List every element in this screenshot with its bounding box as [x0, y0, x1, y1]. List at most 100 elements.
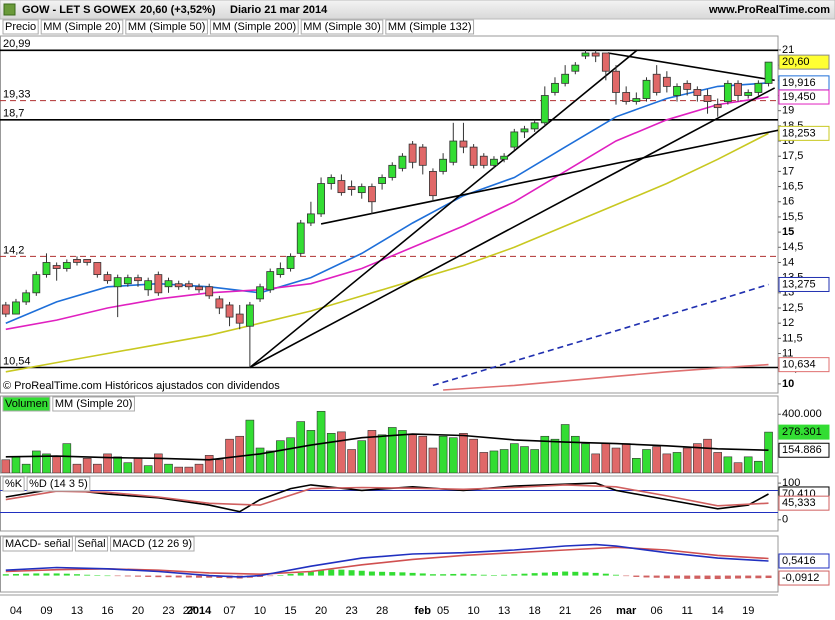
bar	[124, 575, 131, 577]
candle-body	[378, 177, 386, 184]
macd-plot	[2, 543, 772, 580]
bar	[714, 575, 721, 580]
y-tick-label: 100	[782, 477, 800, 489]
candle-body	[296, 222, 305, 254]
candle-body	[612, 70, 620, 93]
bar	[338, 569, 345, 576]
y-tick-label: 15,5	[782, 211, 803, 223]
line-series	[5, 82, 769, 324]
candle-body	[540, 95, 549, 124]
legend-label: MACD (12 26 9)	[113, 538, 192, 550]
bar	[267, 575, 274, 577]
level-label: 20,99	[3, 38, 31, 50]
bar	[521, 573, 528, 576]
bar	[479, 452, 489, 473]
y-tick-label: 19	[782, 105, 794, 117]
candle-body	[693, 89, 702, 96]
legend-box	[74, 536, 109, 552]
ma-label: 19,916	[782, 77, 816, 89]
ma-label: 10,634	[782, 359, 816, 371]
bar	[499, 449, 509, 473]
value-label-box	[778, 570, 830, 586]
candle-body	[764, 61, 773, 84]
candle-body	[317, 183, 325, 215]
bar	[307, 571, 314, 576]
candle-body	[174, 283, 183, 288]
candle-body	[561, 73, 570, 84]
bar	[450, 573, 457, 576]
bar	[511, 574, 518, 576]
bar	[633, 575, 640, 577]
bar	[367, 430, 377, 473]
ma-label: 19,450	[782, 91, 816, 103]
legend-box	[209, 19, 299, 35]
bar	[255, 447, 265, 473]
legend-label: MM (Simple 20)	[43, 21, 121, 33]
bar	[196, 575, 203, 578]
bar	[23, 573, 30, 576]
bar	[52, 456, 61, 473]
bar	[11, 456, 21, 473]
candle-body	[276, 268, 285, 276]
bar	[540, 435, 550, 473]
candle-body	[490, 158, 498, 166]
bar	[94, 575, 101, 576]
bar	[693, 443, 702, 473]
bar	[114, 575, 121, 577]
candle-body	[123, 277, 132, 285]
candle-body	[591, 52, 600, 57]
bar	[765, 575, 772, 579]
bar	[440, 574, 447, 576]
value-label-box	[778, 495, 830, 511]
y-tick-label: 14,5	[782, 241, 803, 253]
bar	[194, 463, 204, 473]
bar	[1, 459, 11, 473]
candle-body	[195, 286, 203, 291]
candle-body	[266, 271, 275, 291]
bar	[235, 435, 245, 473]
x-tick-label: 20	[315, 605, 327, 617]
candle-body	[245, 304, 254, 327]
bar	[562, 571, 569, 576]
bar	[337, 431, 346, 473]
bar	[387, 427, 397, 473]
y-tick-label: 11,5	[782, 332, 803, 344]
candle-body	[62, 262, 71, 269]
candle-body	[32, 274, 41, 294]
legend-box	[125, 19, 208, 35]
bar	[582, 572, 589, 576]
x-tick-label: 04	[10, 605, 22, 617]
x-tick-label: feb	[415, 605, 432, 617]
bar	[103, 453, 112, 473]
bar	[409, 572, 416, 576]
legend-label: MACD- señal	[5, 538, 70, 550]
bar	[642, 449, 651, 473]
candle-body	[408, 143, 417, 163]
legend-label: %K	[5, 478, 23, 490]
bar	[755, 575, 762, 579]
bar	[357, 440, 367, 473]
x-tick-label: 23	[345, 605, 357, 617]
bar	[490, 575, 497, 576]
candle-body	[73, 259, 81, 263]
candle-body	[103, 274, 112, 282]
bar	[42, 453, 51, 473]
trendline	[320, 129, 778, 225]
bar	[418, 435, 428, 473]
bar	[326, 433, 336, 473]
candle-body	[479, 155, 488, 166]
candle-body	[734, 82, 742, 96]
candle-body	[469, 146, 478, 166]
candle-body	[12, 301, 20, 315]
bar	[643, 575, 650, 578]
legend-label: MM (Simple 50)	[128, 21, 206, 33]
bar	[2, 574, 9, 576]
legend-box	[2, 476, 25, 492]
bar	[448, 437, 458, 473]
candle-body	[713, 104, 722, 109]
line-series	[5, 433, 769, 461]
bar	[287, 573, 294, 576]
bar	[703, 438, 712, 473]
y-tick-label: 10	[782, 378, 794, 390]
bar	[143, 465, 153, 473]
